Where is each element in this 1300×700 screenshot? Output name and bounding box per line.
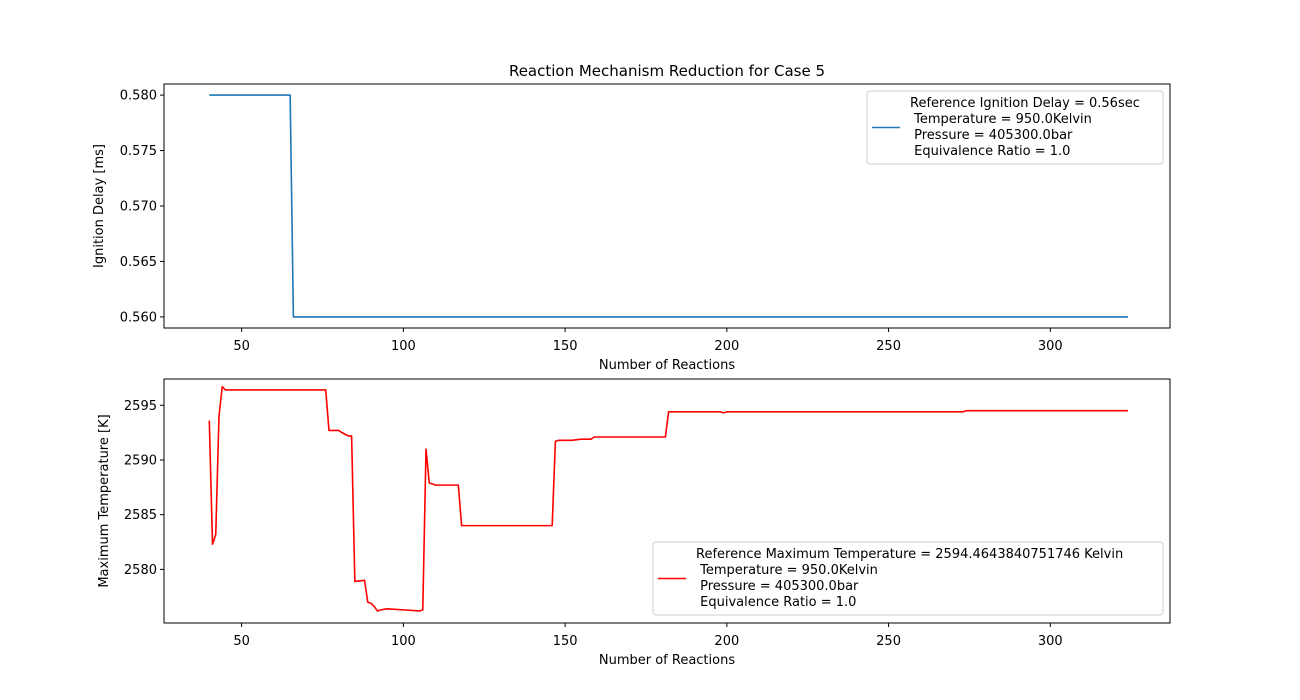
legend-text-line: Equivalence Ratio = 1.0 bbox=[696, 595, 856, 610]
legend-text-line: Pressure = 405300.0bar bbox=[910, 128, 1073, 143]
chart-1: 50 100 150 200 250 300 0.560 0.565 0.570 0.575 0.5… bbox=[92, 83, 1171, 373]
x-axis-label: Number of Reactions bbox=[599, 653, 735, 668]
x-tick-label: 300 bbox=[1038, 634, 1063, 649]
series-line-1 bbox=[208, 385, 1128, 612]
y-tick-label: 2590 bbox=[124, 453, 157, 468]
chart-2: 50 100 150 200 250 300 2580 2585 2590 2595 Number … bbox=[97, 378, 1171, 668]
x-tick-label: 250 bbox=[876, 339, 901, 354]
legend: Reference Maximum Temperature = 2594.464… bbox=[652, 541, 1164, 616]
y-tick-label: 0.570 bbox=[120, 200, 157, 215]
y-tick-label: 0.560 bbox=[120, 310, 157, 325]
x-tick-label: 150 bbox=[553, 634, 578, 649]
legend-box bbox=[866, 90, 1164, 165]
y-tick-label: 0.580 bbox=[120, 89, 157, 104]
figure-title: Reaction Mechanism Reduction for Case 5 bbox=[509, 62, 825, 80]
legend-text-line: Temperature = 950.0Kelvin bbox=[910, 112, 1092, 127]
y-tick-label: 2585 bbox=[124, 508, 157, 523]
legend-text-line: Temperature = 950.0Kelvin bbox=[696, 563, 878, 578]
series-line-1 bbox=[209, 94, 1128, 318]
legend-text-line: Reference Ignition Delay = 0.56sec bbox=[910, 96, 1140, 111]
y-tick-label: 0.565 bbox=[120, 255, 157, 270]
x-tick-label: 50 bbox=[233, 339, 250, 354]
y-tick-label: 0.575 bbox=[120, 144, 157, 159]
x-tick-label: 200 bbox=[714, 339, 739, 354]
charts-container: 50 100 150 200 250 300 0.560 0.565 0.570 0.575 0.5… bbox=[92, 83, 1171, 668]
x-tick-label: 100 bbox=[391, 339, 416, 354]
legend-text-line: Equivalence Ratio = 1.0 bbox=[910, 144, 1070, 159]
x-tick-label: 50 bbox=[233, 634, 250, 649]
x-tick-label: 250 bbox=[876, 634, 901, 649]
legend: Reference Ignition Delay = 0.56sec Tempe… bbox=[866, 90, 1164, 165]
y-axis-label: Ignition Delay [ms] bbox=[92, 144, 107, 268]
plot-frame bbox=[163, 378, 1171, 624]
y-axis-label: Maximum Temperature [K] bbox=[97, 414, 112, 587]
x-tick-label: 100 bbox=[391, 634, 416, 649]
legend-text-line: Pressure = 405300.0bar bbox=[696, 579, 859, 594]
y-tick-label: 2595 bbox=[124, 399, 157, 414]
x-tick-label: 200 bbox=[714, 634, 739, 649]
legend-text-line: Reference Maximum Temperature = 2594.464… bbox=[696, 547, 1123, 562]
x-axis-label: Number of Reactions bbox=[599, 358, 735, 373]
x-tick-label: 300 bbox=[1038, 339, 1063, 354]
y-tick-label: 2580 bbox=[124, 563, 157, 578]
legend-box bbox=[652, 541, 1164, 616]
x-tick-label: 150 bbox=[553, 339, 578, 354]
